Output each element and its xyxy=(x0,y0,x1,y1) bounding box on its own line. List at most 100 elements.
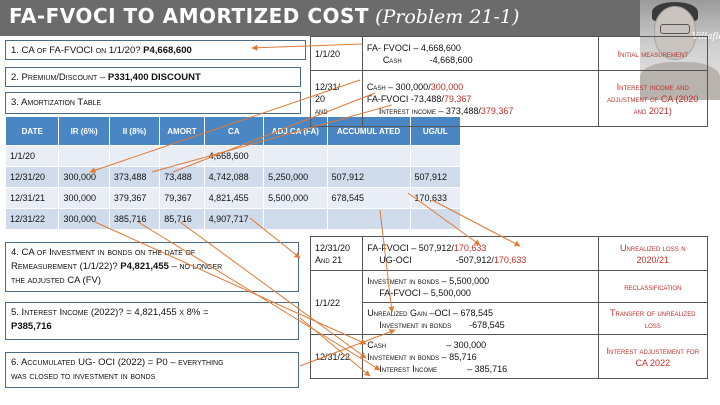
amort-header-ii: II (8%) xyxy=(108,116,161,146)
q4-text-3: – no longer xyxy=(171,261,223,272)
je-note: Unrealized loss n 2020/21 xyxy=(597,236,709,271)
q4-text-4: the adjusted CA (FV) xyxy=(11,275,102,286)
q2-text: 2. Premium/Discount – xyxy=(11,72,106,83)
q2-answer: P331,400 DISCOUNT xyxy=(107,72,201,83)
je-date-part: and xyxy=(315,105,328,116)
journal-entries-2022: 12/31/20 And 21 FA-FVOCI – 507,912/170,6… xyxy=(309,236,709,379)
q3-text: 3. Amortization Table xyxy=(11,97,102,108)
question-4: 4. CA of Investment in bonds on the date… xyxy=(5,242,299,292)
arrow-q6 xyxy=(299,329,396,367)
table-cell: 4,668,600 xyxy=(203,145,265,167)
arrow-ii-2020 xyxy=(151,104,393,173)
je-line: Cash – 300,000/ xyxy=(366,81,431,92)
table-cell: 4,742,088 xyxy=(203,166,265,188)
je2-row-transfer: Unrealized Gain –OCI – 678,545 Investmen… xyxy=(311,302,709,335)
arrow-q4 xyxy=(249,217,301,259)
je-note: Initial measurement xyxy=(597,36,709,71)
table-cell: 79,367 xyxy=(159,187,205,209)
amortization-table: DATE IR (6%) II (8%) AMORT CA ADJ CA (FA… xyxy=(4,116,462,230)
q4-answer: P4,821,455 xyxy=(120,261,169,272)
table-cell xyxy=(409,208,462,230)
arrow-fvoci-2020 xyxy=(172,92,376,173)
slide-title: FA-FVOCI TO AMORTIZED COST (Problem 21-1) xyxy=(9,4,519,28)
question-1: 1. CA of FA-FVOCI on 1/1/20? P4,668,600 xyxy=(5,40,306,60)
je-amount-2021: 300,000 xyxy=(430,81,464,92)
amort-header-date: DATE xyxy=(4,116,60,146)
table-cell: 85,716 xyxy=(159,208,205,230)
table-cell xyxy=(159,145,205,167)
q5-text: 5. Interest Income (2022)? = 4,821,455 x… xyxy=(11,307,209,318)
q1-answer: P4,668,600 xyxy=(143,45,192,56)
q1-text: 1. CA of FA-FVOCI on 1/1/20? xyxy=(11,45,141,56)
je-date-part: And 21 xyxy=(315,254,343,265)
table-cell: 507,912 xyxy=(326,166,411,188)
je-line: FA-FVOCI – 507,912/ xyxy=(367,242,454,253)
je-date: 12/31/20 And 21 xyxy=(309,236,364,271)
je1-row-interest: 12/31/ 20 and Cash – 300,000/300,000 FA-… xyxy=(310,70,709,127)
table-cell: 73,488 xyxy=(159,166,205,188)
table-cell xyxy=(263,145,328,167)
q4-text-1: 4. CA of Investment in bonds on the date… xyxy=(11,247,196,258)
table-cell: 4,907,717 xyxy=(203,208,265,230)
table-row: 12/31/21 300,000 379,367 79,367 4,821,45… xyxy=(4,187,462,209)
table-cell xyxy=(326,145,411,167)
table-cell: 1/1/20 xyxy=(4,145,60,167)
title-main: FA-FVOCI TO AMORTIZED COST xyxy=(9,4,370,28)
je2-row-interest: 12/31/22 Cash – 300,000 Invstement in bon… xyxy=(309,334,709,379)
je-amount-2021: 379,367 xyxy=(480,105,514,116)
je-amount: -4,668,600 xyxy=(429,54,473,65)
je-line: Investment in bonds – 5,500,000 xyxy=(367,275,490,286)
je-line: Invstement in bonds – 85,716 xyxy=(367,351,477,362)
question-2: 2. Premium/Discount – P331,400 DISCOUNT xyxy=(5,67,301,87)
table-cell: 12/31/22 xyxy=(4,208,60,230)
je-amount-2021: 170,633 xyxy=(493,254,527,265)
arrow-cash-2022 xyxy=(94,221,367,345)
arrow-ug-2020 xyxy=(407,192,481,246)
je-amount: – 385,716 xyxy=(467,363,508,374)
je-date-part: 20 xyxy=(315,93,326,104)
je-line: FA-FVOCI – 5,500,000 xyxy=(379,287,471,298)
je-date-part: 12/31/20 xyxy=(315,242,351,253)
table-cell: 5,250,000 xyxy=(263,166,328,188)
question-6: 6. Accumulated UG- OCI (2022) = P0 – eve… xyxy=(5,352,299,388)
arrow-amort-2022 xyxy=(179,221,367,359)
table-cell: 300,000 xyxy=(58,208,110,230)
table-cell: 4,821,455 xyxy=(203,187,265,209)
table-cell: 379,367 xyxy=(108,187,161,209)
table-row: 12/31/20 300,000 373,488 73,488 4,742,08… xyxy=(4,166,462,188)
je-amount-2021: 170,633 xyxy=(453,242,487,253)
q4-text-2: Remeasurement (1/1/22)? xyxy=(11,261,118,272)
q5-answer: P385,716 xyxy=(11,321,52,332)
je-date-part: 12/31/ xyxy=(315,81,341,92)
je-line: Interest income – 373,488/ xyxy=(378,105,481,116)
table-cell: 507,912 xyxy=(409,166,462,188)
arrow-ug-2021 xyxy=(431,199,521,247)
je-line: FA- FVOCI – 4,668,600 xyxy=(366,42,461,53)
table-cell: 373,488 xyxy=(108,166,161,188)
je-amount: -507,912/ xyxy=(455,254,494,265)
table-cell: 678,545 xyxy=(326,187,411,209)
je-date: 12/31/ 20 and xyxy=(310,70,363,127)
je-entry: FA- FVOCI – 4,668,600 Cash -4,668,600 xyxy=(361,36,599,71)
je-line: UG-OCI xyxy=(379,254,412,265)
je-amount-2021: 79,367 xyxy=(443,93,472,104)
je-line: Investment in bonds xyxy=(379,319,452,330)
table-cell xyxy=(263,208,328,230)
je2-row-reclass: 1/1/22 Investment in bonds – 5,500,000 F… xyxy=(309,270,709,335)
je1-row-initial: 1/1/20 FA- FVOCI – 4,668,600 Cash -4,668,… xyxy=(310,36,709,71)
table-cell: 170,633 xyxy=(409,187,462,209)
title-problem: (Problem 21-1) xyxy=(375,6,520,28)
arrow-q5 xyxy=(299,317,371,377)
je-entry: Unrealized Gain –OCI – 678,545 Investmen… xyxy=(362,302,599,335)
je-date: 12/31/22 xyxy=(309,334,364,379)
arrow-q1 xyxy=(251,43,363,51)
je-amount: – 300,000 xyxy=(446,339,487,350)
je-line: Cash xyxy=(367,339,387,350)
je-line: Cash xyxy=(382,54,402,65)
q6-text-1: 6. Accumulated UG- OCI (2022) = P0 – eve… xyxy=(11,357,224,368)
amort-header-ir: IR (6%) xyxy=(58,116,110,146)
table-cell xyxy=(326,208,411,230)
table-row: 1/1/20 4,668,600 xyxy=(4,145,462,167)
je-note: Interest adjustement for CA 2022 xyxy=(597,334,709,379)
je-amount: -678,545 xyxy=(469,319,505,330)
